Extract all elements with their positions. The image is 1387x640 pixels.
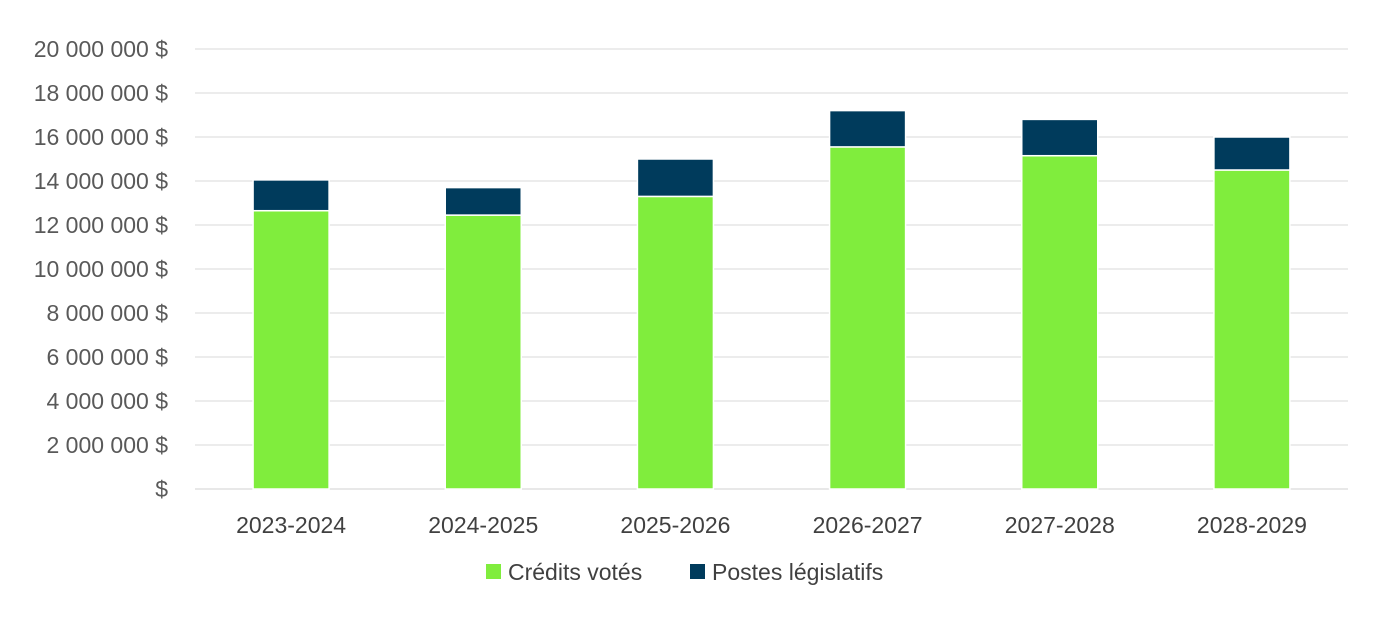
bars	[252, 109, 1291, 490]
x-category-label: 2027-2028	[1005, 512, 1115, 538]
y-tick-label: 18 000 000 $	[34, 80, 169, 106]
gridlines	[195, 48, 1348, 490]
y-axis-tick-labels: $2 000 000 $ 4 000 000 $ 6 000 000 $ 8 000 …	[34, 36, 169, 502]
y-tick-label: 8 000 000 $	[46, 300, 168, 326]
y-tick-label: 10 000 000 $	[34, 256, 169, 282]
bar-credits-votes	[444, 214, 522, 490]
y-tick-label: 6 000 000 $	[46, 344, 168, 370]
legend-label-postes-legislatifs: Postes législatifs	[712, 559, 883, 585]
y-tick-label: 16 000 000 $	[34, 124, 169, 150]
legend-swatch-postes-legislatifs	[690, 564, 705, 579]
y-tick-label: 4 000 000 $	[46, 388, 168, 414]
x-category-label: 2028-2029	[1197, 512, 1307, 538]
bar-postes-legislatifs	[444, 186, 522, 216]
bar-postes-legislatifs	[636, 158, 715, 198]
bar-postes-legislatifs	[252, 179, 330, 212]
legend-label-credits-votes: Crédits votés	[508, 559, 642, 585]
bar-credits-votes	[636, 195, 715, 490]
x-category-label: 2023-2024	[236, 512, 346, 538]
bar-postes-legislatifs	[1021, 118, 1099, 157]
bar-postes-legislatifs	[828, 109, 907, 148]
x-category-label: 2026-2027	[813, 512, 923, 538]
bar-postes-legislatifs	[1213, 136, 1291, 171]
bar-credits-votes	[1213, 169, 1291, 490]
y-tick-label: $	[155, 476, 168, 502]
y-tick-label: 14 000 000 $	[34, 168, 169, 194]
legend-swatch-credits-votes	[486, 564, 501, 579]
bar-credits-votes	[828, 146, 907, 490]
x-category-label: 2024-2025	[428, 512, 538, 538]
bar-credits-votes	[252, 209, 330, 490]
y-tick-label: 20 000 000 $	[34, 36, 169, 62]
legend: Crédits votés Postes législatifs	[486, 559, 883, 585]
y-tick-label: 12 000 000 $	[34, 212, 169, 238]
x-axis-category-labels: 2023-2024 2024-2025 2025-2026 2026-2027 2027…	[236, 512, 1307, 538]
bar-credits-votes	[1021, 154, 1099, 490]
x-category-label: 2025-2026	[620, 512, 730, 538]
y-tick-label: 2 000 000 $	[46, 432, 168, 458]
